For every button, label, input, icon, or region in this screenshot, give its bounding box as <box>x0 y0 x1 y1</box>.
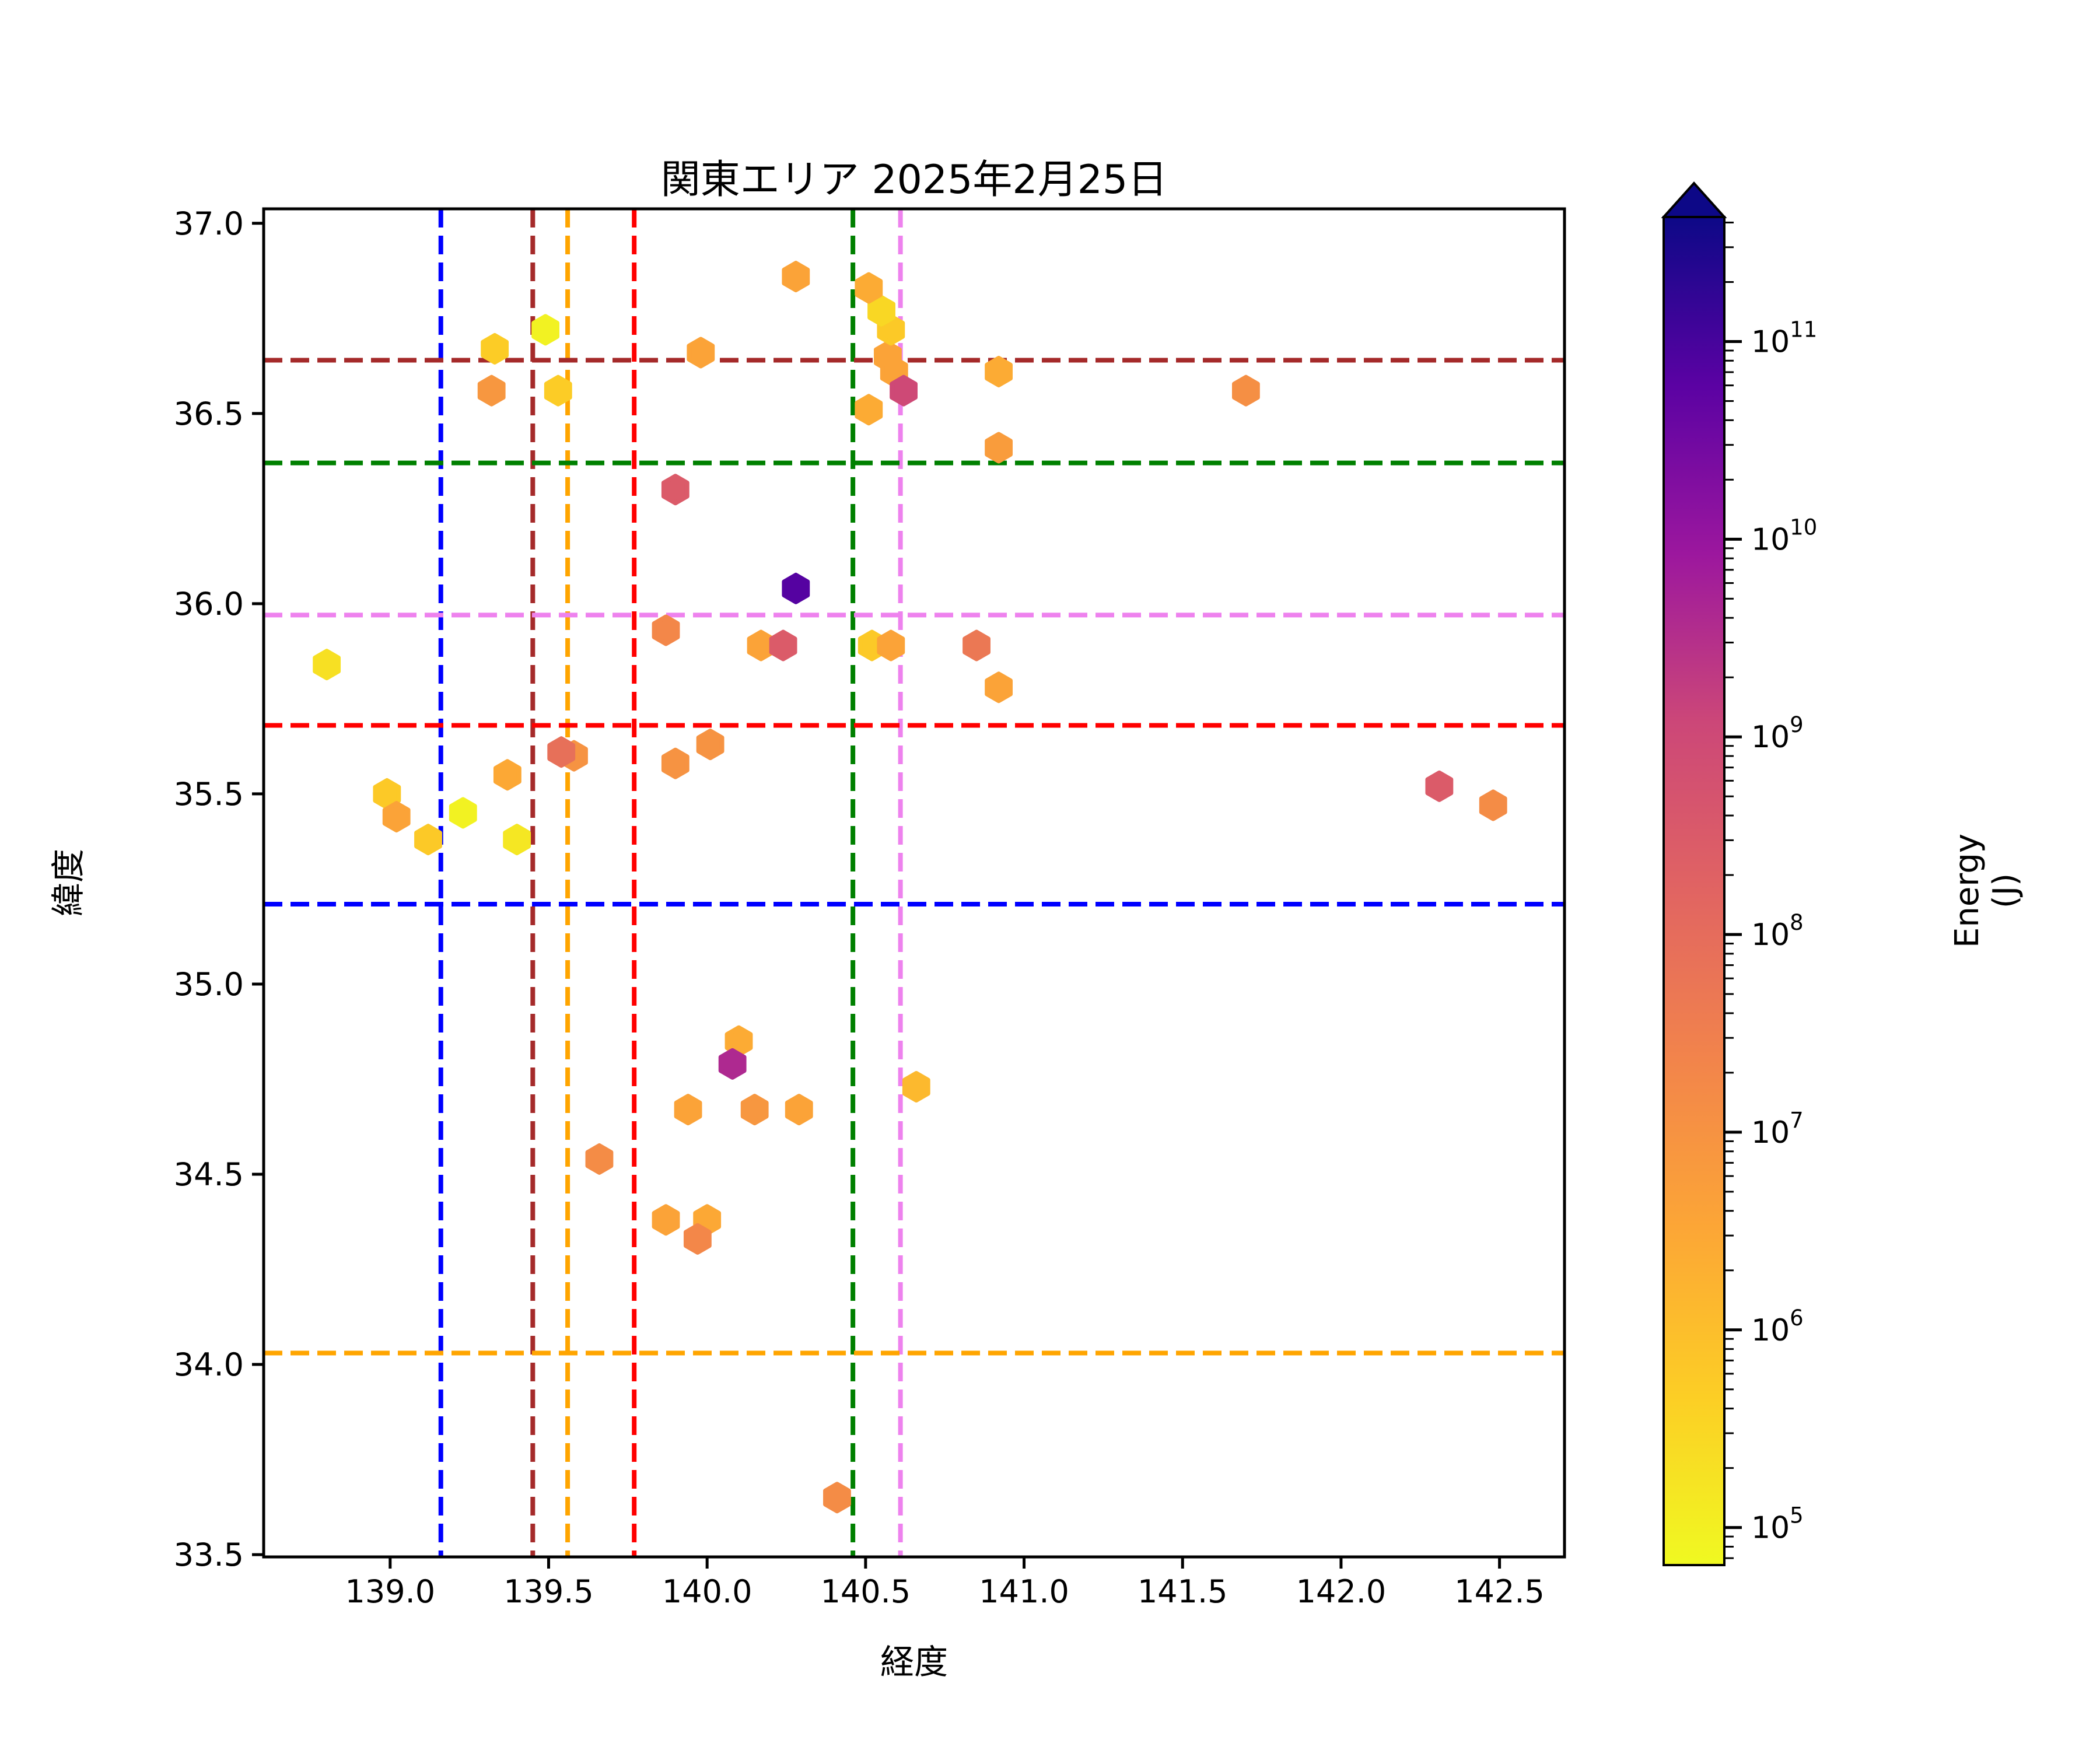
colorbar-tick-label: 109 <box>1751 712 1804 755</box>
colorbar-tick-label: 1010 <box>1751 514 1817 557</box>
colorbar-label: Energy (J) <box>1948 833 2024 949</box>
data-point <box>414 824 442 856</box>
colorbar-tick-label: 106 <box>1751 1306 1804 1348</box>
data-point <box>493 759 522 791</box>
x-tick-label: 141.0 <box>979 1573 1069 1610</box>
data-point <box>718 1048 747 1080</box>
data-point <box>503 824 531 856</box>
y-tick-label: 34.0 <box>174 1346 244 1383</box>
colorbar-extend-arrow <box>1661 181 1727 218</box>
y-tick-label: 36.5 <box>174 396 244 432</box>
data-point <box>747 629 775 662</box>
colorbar-gradient <box>1662 216 1726 1566</box>
x-tick-label: 142.5 <box>1454 1573 1545 1610</box>
data-point <box>985 432 1013 464</box>
data-point <box>696 729 724 761</box>
data-point <box>985 671 1013 704</box>
data-point <box>585 1143 614 1175</box>
data-point <box>855 394 883 426</box>
data-point <box>382 801 411 833</box>
data-point <box>785 1094 813 1126</box>
axes-spines <box>262 207 1566 1559</box>
x-axis-label: 経度 <box>880 1642 948 1682</box>
y-tick-label: 36.0 <box>174 586 244 622</box>
data-point <box>782 572 810 604</box>
y-tick-label: 35.5 <box>174 776 244 813</box>
x-tick-label: 139.0 <box>345 1573 436 1610</box>
data-point <box>313 649 341 681</box>
data-point <box>687 337 715 369</box>
data-point <box>823 1482 851 1514</box>
data-point <box>855 272 883 304</box>
data-point <box>769 629 797 662</box>
y-tick-label: 34.5 <box>174 1156 244 1193</box>
data-point <box>740 1094 769 1126</box>
data-point <box>890 374 918 407</box>
data-point <box>652 614 680 646</box>
data-point <box>867 295 895 327</box>
data-point <box>661 474 690 506</box>
data-point <box>782 261 810 293</box>
data-point <box>547 736 576 768</box>
data-point <box>674 1094 702 1126</box>
colorbar-tick-label: 108 <box>1751 910 1804 953</box>
x-tick-label: 141.5 <box>1138 1573 1228 1610</box>
chart-title: 関東エリア 2025年2月25日 <box>660 157 1168 203</box>
data-point <box>1231 374 1260 407</box>
colorbar-tick-label: 107 <box>1751 1108 1804 1150</box>
x-tick-label: 140.5 <box>821 1573 911 1610</box>
data-point <box>985 356 1013 388</box>
data-point <box>531 314 559 346</box>
data-point <box>877 629 905 662</box>
data-point <box>661 747 690 779</box>
data-point <box>902 1071 930 1103</box>
y-tick-label: 37.0 <box>174 205 244 242</box>
data-point <box>683 1223 712 1255</box>
data-point <box>652 1204 680 1236</box>
data-point <box>449 797 477 829</box>
data-point <box>1425 770 1454 802</box>
y-tick-label: 35.0 <box>174 966 244 1003</box>
x-tick-label: 140.0 <box>662 1573 752 1610</box>
colorbar-tick-label: 1011 <box>1751 317 1817 359</box>
data-point <box>477 374 506 407</box>
data-point <box>481 332 509 365</box>
data-point <box>544 374 572 407</box>
data-point <box>1479 789 1507 821</box>
y-axis-label: 緯度 <box>48 849 88 917</box>
y-tick-label: 33.5 <box>174 1536 244 1573</box>
colorbar-tick-label: 105 <box>1751 1503 1804 1546</box>
data-point <box>963 629 991 662</box>
x-tick-label: 142.0 <box>1296 1573 1387 1610</box>
x-tick-label: 139.5 <box>503 1573 594 1610</box>
